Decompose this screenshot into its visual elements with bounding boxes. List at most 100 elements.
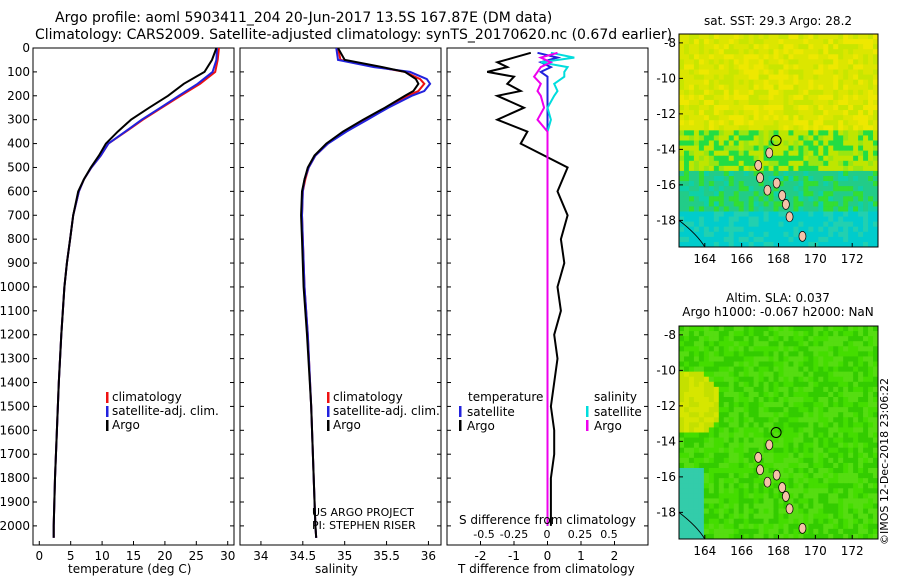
sla_map-cell: [748, 331, 755, 337]
sla_map-cell: [813, 386, 819, 393]
sst_map-cell: [848, 181, 854, 187]
sst_map-cell: [753, 89, 760, 96]
sst_map-cell: [813, 89, 819, 96]
sst_map-cell: [728, 181, 735, 187]
sla_map-cell: [858, 498, 864, 504]
sst_map-cell: [728, 120, 735, 126]
sla_map-cell: [753, 386, 760, 393]
sla_map-cell: [683, 488, 690, 494]
sla_map-cell: [688, 407, 695, 413]
sla_map-cell: [728, 523, 735, 530]
sla_map-island: [754, 452, 763, 463]
sla_map-cell: [718, 346, 725, 352]
sla_map-cell: [843, 483, 849, 489]
sst_map-cell: [728, 150, 735, 157]
sla_map-cell: [833, 468, 839, 474]
sst_map-cell: [863, 216, 869, 223]
sst_map-cell: [753, 64, 760, 70]
sla_map-cell: [693, 473, 700, 479]
sla_map-cell: [803, 498, 809, 504]
sla_map-cell: [838, 457, 844, 464]
sst_map-cell: [853, 186, 859, 192]
sst_map-cell: [713, 34, 720, 40]
sst_map-cell: [838, 94, 844, 101]
sst_map-cell: [868, 241, 874, 248]
sst_map-cell: [798, 89, 804, 96]
sla_map-cell: [718, 361, 725, 367]
sla_map-cell: [798, 493, 804, 499]
sla_map-cell: [843, 493, 849, 499]
sst_map-cell: [708, 49, 715, 55]
sst_map-cell: [763, 231, 769, 238]
sla_map-cell: [818, 518, 824, 525]
sst_map-cell: [703, 150, 710, 157]
sst_map-cell: [838, 221, 844, 228]
sla_map-cell: [723, 523, 730, 530]
sla_map-cell: [838, 508, 844, 515]
sst_map-cell: [723, 211, 730, 217]
sst_map-cell: [718, 196, 725, 202]
sst_map-cell: [848, 84, 854, 91]
sst_map-cell: [693, 150, 700, 157]
sst_map-cell: [768, 34, 774, 40]
sla_map-cell: [818, 528, 824, 535]
sla_map-cell: [733, 478, 740, 484]
sla_map-cell: [743, 351, 750, 357]
sla_map-cell: [833, 478, 839, 484]
sla_map-ytick-label: -18: [656, 505, 676, 519]
sst_map-cell: [738, 34, 745, 40]
sst_map-cell: [723, 84, 730, 91]
sla_map-cell: [768, 341, 774, 347]
sst_map-cell: [768, 196, 774, 202]
sla_map-cell: [848, 391, 854, 398]
sla_map-cell: [863, 371, 869, 378]
sla_map-cell: [733, 498, 740, 504]
sst_map-cell: [758, 110, 764, 116]
sst_map-cell: [743, 211, 750, 217]
sst_map-cell: [873, 39, 879, 45]
sst_map-cell: [753, 226, 760, 233]
sla_map-cell: [723, 422, 730, 428]
sla_map-cell: [833, 483, 839, 489]
sla_map-cell: [863, 518, 869, 525]
sst_map-cell: [743, 226, 750, 233]
sst_map-cell: [733, 135, 740, 141]
sst_map-cell: [798, 94, 804, 101]
sst_map-cell: [763, 176, 769, 182]
sst_map-cell: [833, 206, 839, 212]
sst_map-cell: [873, 191, 879, 197]
sst_map-cell: [758, 69, 764, 75]
sla_map-cell: [803, 513, 809, 520]
sla_map-cell: [818, 442, 824, 449]
sst_map-cell: [858, 115, 864, 121]
sla_map-cell: [848, 493, 854, 499]
sla_map-cell: [873, 386, 879, 393]
sst_map-cell: [823, 160, 829, 167]
sst_map-cell: [833, 216, 839, 223]
sst_map-cell: [679, 49, 685, 55]
sla_map-cell: [753, 473, 760, 479]
sla_map-cell: [803, 326, 809, 332]
sla_map-cell: [703, 478, 710, 484]
sla_map-cell: [743, 361, 750, 367]
sst_map-cell: [868, 105, 874, 111]
sst_map-cell: [863, 135, 869, 141]
sst_map-cell: [853, 69, 859, 75]
sla_map-cell: [683, 346, 690, 352]
sla_map-cell: [823, 533, 829, 540]
sst_map-cell: [808, 206, 814, 212]
sla_map-cell: [798, 351, 804, 357]
sla_map-cell: [698, 336, 705, 342]
sst_map-cell: [758, 120, 764, 126]
sla_map-cell: [688, 533, 695, 540]
sst_map-cell: [843, 99, 849, 106]
sst_map-cell: [688, 216, 695, 223]
sla_map-cell: [713, 346, 720, 352]
sst_map-cell: [703, 211, 710, 217]
sla_map-cell: [723, 336, 730, 342]
sst_map-cell: [693, 115, 700, 121]
sst_map-cell: [718, 201, 725, 207]
sst_map-cell: [693, 120, 700, 126]
sla_map-cell: [679, 386, 685, 393]
sla_map-cell: [693, 462, 700, 469]
